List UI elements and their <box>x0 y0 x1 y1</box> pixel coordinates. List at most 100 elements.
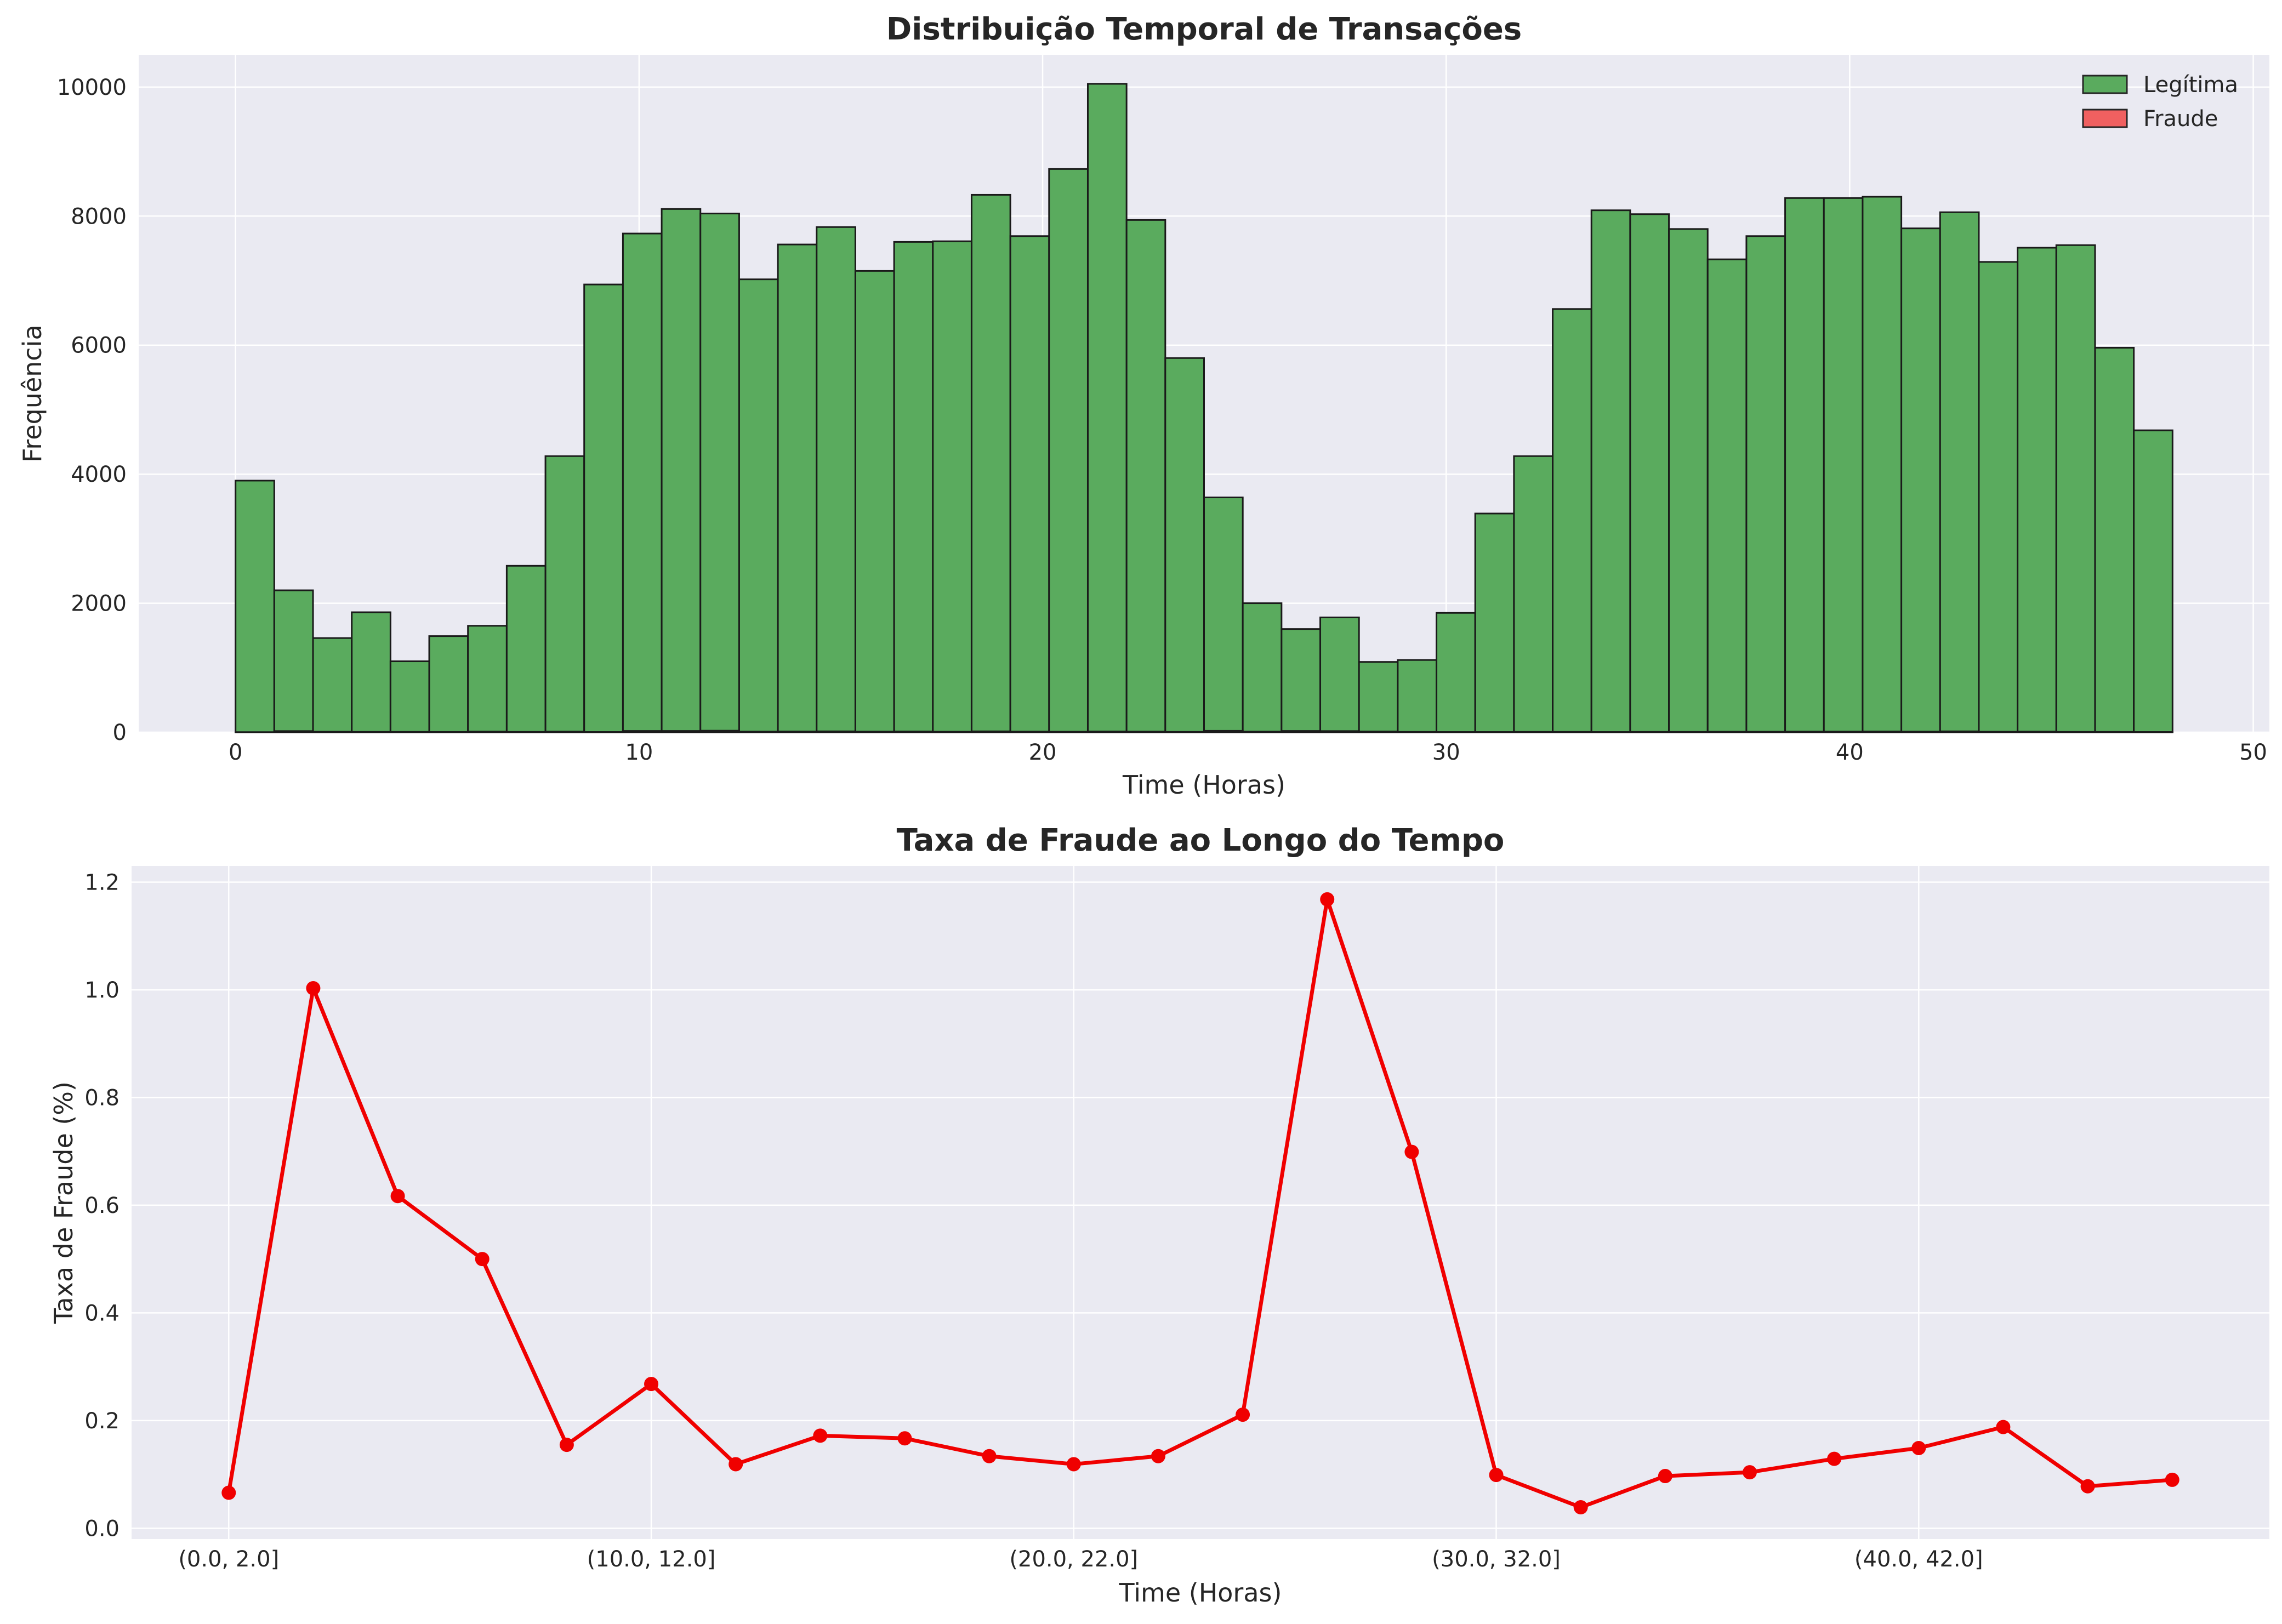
histogram-chart: 0 10 20 30 40 50 0 2000 4000 6000 8000 10000 Distr… <box>18 12 2269 800</box>
bar-legitima <box>312 637 353 733</box>
bar-legitima <box>699 213 740 733</box>
y-tick-label: 6000 <box>71 333 127 358</box>
bar-legitima <box>1125 219 1166 733</box>
data-point <box>982 1449 997 1463</box>
bar-legitima <box>351 611 391 733</box>
bar-fraude <box>661 730 702 733</box>
x-tick-label: 40 <box>1836 740 1864 765</box>
y-tick-label: 1.0 <box>84 978 119 1003</box>
bar-fraude <box>1281 730 1322 733</box>
bar-legitima <box>1009 235 1050 733</box>
data-point <box>1404 1144 1419 1159</box>
y-tick-label: 0.8 <box>84 1085 119 1110</box>
bar-legitima <box>1706 258 1748 733</box>
data-point <box>897 1431 912 1446</box>
x-tick-label: (10.0, 12.0] <box>587 1547 716 1572</box>
bars <box>235 83 2173 733</box>
data-point <box>1066 1457 1081 1472</box>
bar-legitima <box>1823 197 1864 733</box>
bar-fraude <box>1203 730 1244 733</box>
y-tick-label: 0 <box>113 720 127 745</box>
bar-legitima <box>235 480 275 733</box>
bar-fraude <box>622 730 663 733</box>
bar-legitima <box>1745 235 1786 733</box>
bar-legitima <box>1474 512 1515 733</box>
y-tick-label: 0.4 <box>84 1301 119 1326</box>
bar-legitima <box>1242 602 1283 733</box>
y-tick-labels: 0 2000 4000 6000 8000 10000 <box>57 75 127 745</box>
y-tick-label: 1.2 <box>84 870 119 895</box>
y-tick-label: 0.0 <box>84 1516 119 1541</box>
bar-legitima <box>1552 308 1592 733</box>
bar-legitima <box>932 240 972 733</box>
data-point <box>1236 1408 1250 1422</box>
grid-lines <box>132 866 2269 1539</box>
bar-legitima <box>1086 83 1128 733</box>
y-tick-label: 10000 <box>57 75 127 100</box>
x-tick-label: (40.0, 42.0] <box>1854 1547 1983 1572</box>
bar-legitima <box>2133 429 2173 733</box>
data-point <box>1827 1451 1842 1466</box>
bar-legitima <box>1978 261 2019 733</box>
bar-legitima <box>1048 168 1089 733</box>
bar-legitima <box>1668 228 1709 733</box>
x-tick-label: (30.0, 32.0] <box>1432 1547 1561 1572</box>
fraud-rate-line-chart: (0.0, 2.0] (10.0, 12.0] (20.0, 22.0] (30.0,… <box>49 823 2269 1608</box>
x-tick-label: 0 <box>229 740 242 765</box>
bar-legitima <box>1281 628 1322 733</box>
bar-legitima <box>389 660 430 733</box>
x-tick-labels: 0 10 20 30 40 50 <box>229 740 2267 765</box>
bar-legitima <box>583 283 624 733</box>
data-point <box>813 1428 828 1443</box>
x-tick-label: 30 <box>1432 740 1460 765</box>
x-axis-label: Time (Horas) <box>1119 1578 1282 1608</box>
bar-legitima <box>777 243 818 733</box>
bar-legitima <box>1513 455 1554 733</box>
bar-legitima <box>1590 209 1631 733</box>
bar-legitima <box>622 232 663 733</box>
bar-legitima <box>1397 659 1438 733</box>
data-point <box>1996 1420 2011 1434</box>
bar-legitima <box>738 278 779 733</box>
bar-legitima <box>1629 213 1670 733</box>
data-point <box>644 1377 659 1392</box>
legend-swatch-legitima <box>2082 75 2128 94</box>
bar-legitima <box>467 625 508 733</box>
y-tick-labels: 0.0 0.2 0.4 0.6 0.8 1.0 1.2 <box>84 870 119 1541</box>
bar-legitima <box>1319 616 1360 733</box>
series-points <box>221 892 2179 1515</box>
bar-legitima <box>893 241 934 733</box>
bar-legitima <box>2017 247 2057 733</box>
data-point <box>1573 1500 1588 1515</box>
data-point <box>1911 1440 1926 1455</box>
y-tick-label: 0.6 <box>84 1193 119 1218</box>
bar-legitima <box>1862 196 1903 733</box>
data-point <box>1320 892 1335 907</box>
bar-legitima <box>1203 497 1244 733</box>
data-point <box>1151 1449 1165 1463</box>
data-point <box>390 1189 405 1204</box>
y-axis-label: Frequência <box>18 324 47 462</box>
data-point <box>221 1485 236 1500</box>
bar-legitima <box>1164 357 1205 733</box>
x-tick-label: 20 <box>1029 740 1057 765</box>
bar-fraude <box>816 730 856 733</box>
bar-fraude <box>1939 730 1980 733</box>
bar-legitima <box>428 635 469 733</box>
bar-legitima <box>1784 197 1825 733</box>
legend: Legítima Fraude <box>2082 72 2238 132</box>
bar-legitima <box>1900 227 1941 733</box>
bar-legitima <box>816 226 856 733</box>
bar-fraude <box>970 730 1011 733</box>
bar-legitima <box>1939 211 1980 733</box>
bar-legitima <box>544 455 585 733</box>
x-tick-label: (20.0, 22.0] <box>1009 1547 1138 1572</box>
y-tick-label: 8000 <box>71 204 127 229</box>
bar-legitima <box>1436 612 1476 733</box>
data-point <box>729 1457 743 1472</box>
data-point <box>1489 1468 1504 1483</box>
x-tick-label: (0.0, 2.0] <box>178 1547 279 1572</box>
bar-legitima <box>505 565 547 733</box>
bar-fraude <box>699 730 740 733</box>
